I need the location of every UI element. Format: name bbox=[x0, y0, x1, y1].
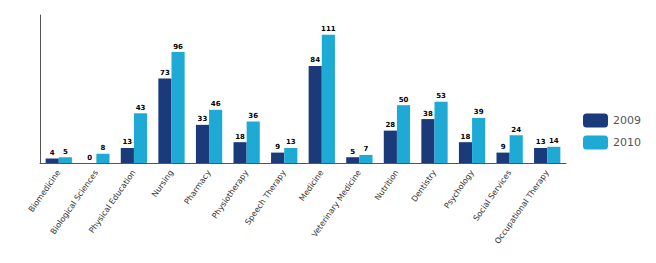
svg-text:2009: 2009 bbox=[613, 114, 641, 127]
svg-text:96: 96 bbox=[173, 43, 183, 51]
svg-text:9: 9 bbox=[501, 143, 506, 151]
svg-text:2010: 2010 bbox=[613, 136, 641, 149]
svg-text:24: 24 bbox=[511, 126, 521, 134]
svg-text:Speech Therapy: Speech Therapy bbox=[243, 168, 288, 227]
svg-text:14: 14 bbox=[549, 137, 559, 145]
svg-text:9: 9 bbox=[275, 143, 280, 151]
svg-text:8: 8 bbox=[100, 144, 105, 152]
svg-text:28: 28 bbox=[385, 121, 395, 129]
svg-text:33: 33 bbox=[198, 115, 208, 123]
svg-text:4: 4 bbox=[50, 149, 55, 157]
svg-text:5: 5 bbox=[350, 148, 355, 156]
svg-text:43: 43 bbox=[136, 104, 146, 112]
svg-text:Social Services: Social Services bbox=[472, 168, 514, 222]
svg-text:18: 18 bbox=[461, 133, 471, 141]
svg-text:36: 36 bbox=[248, 112, 258, 120]
svg-text:7: 7 bbox=[363, 145, 368, 153]
svg-text:Physiotherapy: Physiotherapy bbox=[210, 168, 250, 220]
svg-text:73: 73 bbox=[160, 69, 170, 77]
svg-text:Nutrition: Nutrition bbox=[373, 168, 400, 202]
svg-text:5: 5 bbox=[63, 148, 68, 156]
svg-text:46: 46 bbox=[211, 100, 221, 108]
svg-text:39: 39 bbox=[474, 108, 484, 116]
svg-text:38: 38 bbox=[423, 110, 433, 118]
svg-text:13: 13 bbox=[536, 138, 546, 146]
svg-text:111: 111 bbox=[321, 25, 336, 33]
svg-text:53: 53 bbox=[436, 92, 446, 100]
svg-text:13: 13 bbox=[286, 138, 296, 146]
svg-text:18: 18 bbox=[235, 133, 245, 141]
svg-text:Psychology: Psychology bbox=[443, 168, 476, 210]
svg-text:Veterinary Medicine: Veterinary Medicine bbox=[310, 168, 363, 238]
svg-text:Nursing: Nursing bbox=[150, 168, 175, 198]
svg-text:Occupational Therapy: Occupational Therapy bbox=[493, 168, 551, 245]
svg-text:Physical Education: Physical Education bbox=[87, 168, 137, 235]
svg-text:0: 0 bbox=[87, 154, 92, 162]
svg-text:50: 50 bbox=[399, 96, 409, 104]
svg-text:Dentistry: Dentistry bbox=[410, 168, 439, 204]
svg-text:13: 13 bbox=[122, 138, 132, 146]
svg-text:Medicine: Medicine bbox=[298, 168, 326, 202]
svg-text:Biomedicine: Biomedicine bbox=[27, 168, 63, 214]
svg-text:84: 84 bbox=[310, 56, 320, 64]
svg-text:Pharmacy: Pharmacy bbox=[183, 168, 213, 206]
svg-text:Biological Sciences: Biological Sciences bbox=[48, 168, 100, 236]
